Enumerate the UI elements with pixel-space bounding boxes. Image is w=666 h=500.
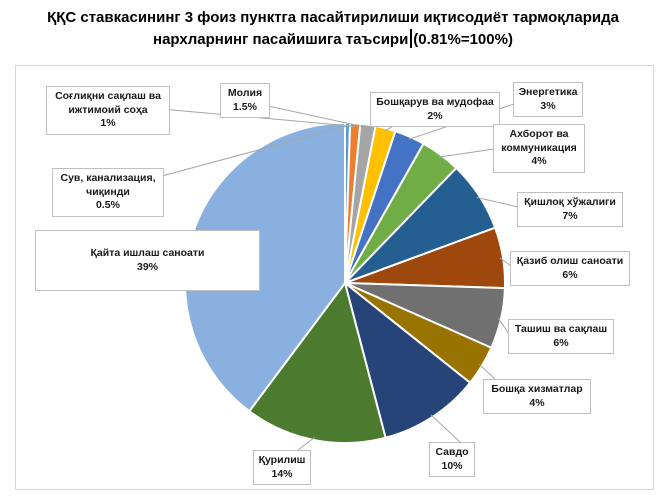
callout-percent: 6%: [562, 268, 578, 281]
leader-line-12: [297, 436, 316, 451]
leader-line-3: [267, 105, 368, 129]
callout-label: Қайта ишлаш саноати: [90, 246, 205, 259]
chart-title-line2-text: нархларнинг пасайишига таъсири: [153, 30, 409, 48]
callout-percent: 3%: [540, 99, 556, 112]
callout-moliya[interactable]: Молия 1.5%: [220, 83, 270, 119]
leader-line-11: [430, 414, 461, 443]
callout-label: Ташиш ва сақлаш: [514, 323, 608, 335]
callout-label: Қишлоқ хўжалиги: [524, 196, 616, 208]
callout-percent: 1%: [100, 117, 116, 130]
chart-title-line2: нархларнинг пасайишига таъсири (0.81%=100…: [33, 28, 633, 51]
callout-percent: 14%: [271, 467, 293, 480]
text-cursor: [410, 28, 413, 48]
callout-energetika[interactable]: Энергетика 3%: [513, 82, 583, 118]
callout-percent: 4%: [531, 155, 547, 168]
callout-boshqaruv-mudofaa[interactable]: Бошқарув ва мудофаа 2%: [370, 92, 500, 128]
callout-qayta-ishlash[interactable]: Қайта ишлаш саноати 39%: [35, 230, 260, 291]
callout-percent: 4%: [529, 396, 545, 409]
callout-label: Қазиб олиш саноати: [516, 255, 624, 267]
callout-tashish-saqlash[interactable]: Ташиш ва сақлаш 6%: [508, 319, 614, 355]
callout-label: Молия: [227, 87, 263, 99]
callout-percent: 7%: [562, 209, 578, 222]
leader-line-1: [146, 125, 348, 181]
chart-title-note: (0.81%=100%): [413, 30, 513, 48]
callout-label: Ахборот ва коммуникация: [501, 128, 577, 154]
chart-title[interactable]: ҚҚС ставкасининг 3 фоиз пунктга пасайтир…: [33, 8, 633, 50]
callout-percent: 6%: [553, 336, 569, 349]
callout-percent: 2%: [427, 109, 443, 122]
pie-slice-12[interactable]: [248, 282, 387, 445]
leader-line-9: [497, 317, 510, 335]
callout-savdo[interactable]: Савдо 10%: [429, 442, 475, 478]
callout-boshqa-xizmatlar[interactable]: Бошқа хизматлар 4%: [483, 379, 591, 415]
callout-qishloq-xojaligi[interactable]: Қишлоқ хўжалиги 7%: [517, 192, 623, 228]
callout-soglikni-saqlash[interactable]: Соғлиқни сақлаш ва ижтимоий соҳа 1%: [46, 86, 170, 135]
callout-axborot-kommunikatsiya[interactable]: Ахборот ва коммуникация 4%: [493, 124, 585, 173]
callout-qurilish[interactable]: Қурилиш 14%: [253, 450, 311, 486]
callout-label: Қурилиш: [258, 454, 306, 466]
callout-suv-kanalizatsiya[interactable]: Сув, канализация, чиқинди 0.5%: [52, 168, 164, 217]
callout-label: Сув, канализация, чиқинди: [60, 172, 156, 198]
callout-label: Соғлиқни сақлаш ва ижтимоий соҳа: [55, 90, 161, 116]
callout-percent: 10%: [441, 459, 463, 472]
leader-line-6: [438, 148, 495, 158]
chart-title-line1: ҚҚС ставкасининг 3 фоиз пунктга пасайтир…: [47, 9, 619, 26]
leader-line-7: [476, 196, 519, 208]
callout-label: Бошқарув ва мудофаа: [376, 96, 494, 108]
leader-line-10: [478, 364, 496, 380]
callout-percent: 1.5%: [233, 100, 257, 113]
callout-percent: 0.5%: [96, 199, 120, 212]
leader-line-8: [499, 257, 512, 267]
callout-label: Бошқа хизматлар: [491, 383, 583, 395]
callout-label: Савдо: [435, 446, 469, 458]
callout-qazib-olish[interactable]: Қазиб олиш саноати 6%: [510, 251, 630, 287]
callout-label: Энергетика: [518, 86, 578, 98]
callout-percent: 39%: [136, 260, 158, 273]
